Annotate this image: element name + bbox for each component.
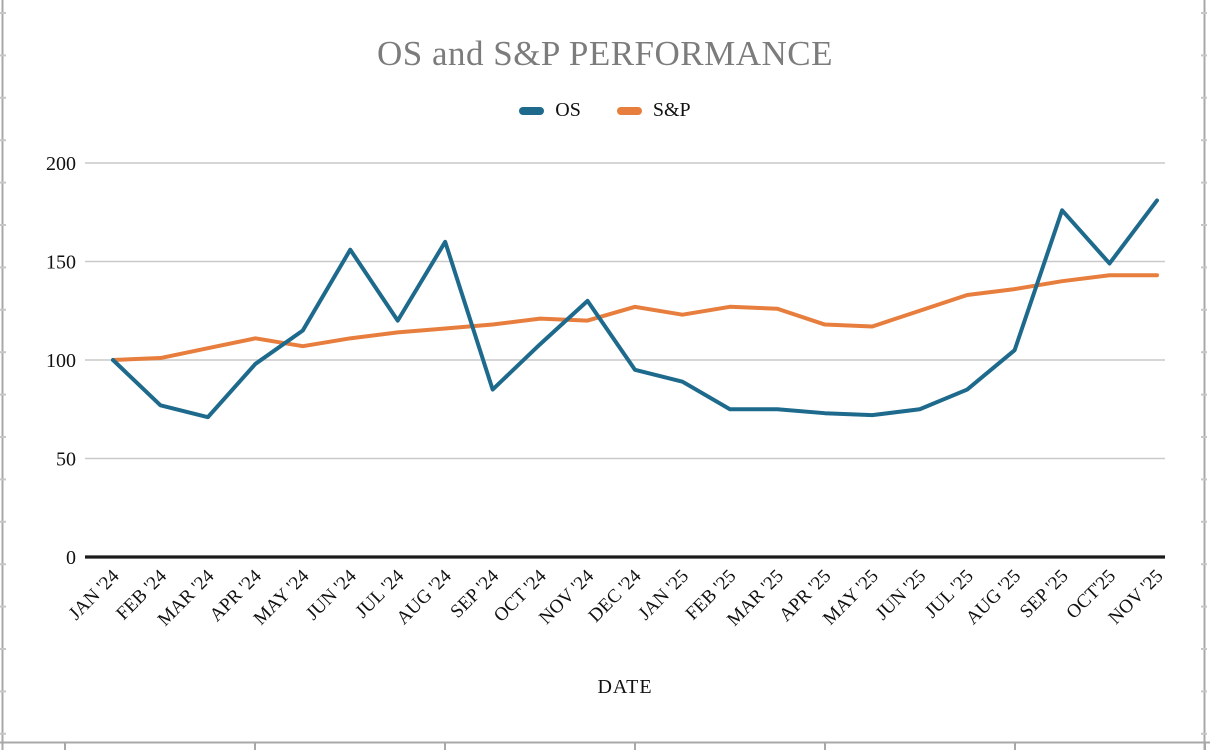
series-lines — [111, 198, 1159, 420]
chart-legend: OS S&P — [0, 99, 1210, 122]
svg-text:50: 50 — [56, 449, 76, 471]
legend-label-sp: S&P — [652, 99, 691, 121]
svg-text:150: 150 — [46, 252, 76, 274]
svg-text:JUN '25: JUN '25 — [872, 566, 931, 625]
legend-swatch-sp — [616, 106, 642, 115]
svg-text:DEC '24: DEC '24 — [585, 565, 646, 626]
svg-text:100: 100 — [46, 350, 76, 372]
svg-text:JAN '24: JAN '24 — [65, 565, 124, 624]
svg-text:JAN '25: JAN '25 — [634, 566, 693, 625]
svg-text:0: 0 — [66, 547, 76, 569]
y-axis-labels: 0 50 100 150 200 — [46, 153, 76, 569]
x-axis-title: DATE — [597, 676, 653, 698]
legend-label-os: OS — [555, 99, 581, 121]
chart-gridlines — [85, 162, 1165, 559]
legend-item-os: OS — [519, 99, 581, 122]
legend-swatch-os — [519, 106, 545, 115]
chart-title: OS and S&P PERFORMANCE — [376, 34, 834, 73]
legend-item-sp: S&P — [616, 99, 691, 122]
svg-text:JUN '24: JUN '24 — [302, 565, 361, 624]
svg-text:200: 200 — [46, 153, 76, 175]
svg-text:SEP '25: SEP '25 — [1016, 566, 1073, 623]
